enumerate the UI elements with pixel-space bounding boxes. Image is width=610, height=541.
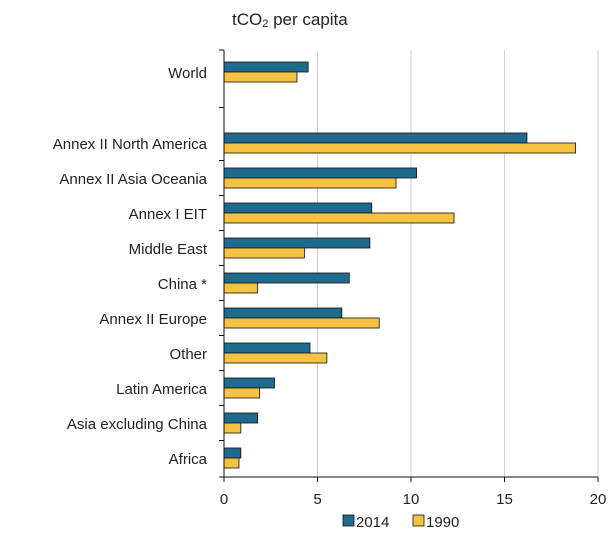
- category-label: Annex II North America: [53, 136, 208, 153]
- bar-2014: [223, 307, 343, 319]
- bar-2014: [223, 132, 528, 144]
- bar-1990: [223, 142, 576, 154]
- x-tick-label: 20: [590, 491, 607, 508]
- category-label: Annex II Asia Oceania: [59, 171, 207, 188]
- bar-2014: [223, 447, 242, 459]
- category-label: China *: [158, 276, 207, 293]
- bar-1990: [223, 282, 259, 294]
- legend-swatch: [412, 514, 425, 527]
- bar-1990: [223, 457, 240, 469]
- legend-label: 2014: [356, 514, 389, 531]
- bar-1990: [223, 422, 242, 434]
- x-tick-label: 10: [403, 491, 420, 508]
- bar-1990: [223, 177, 397, 189]
- category-label: Middle East: [129, 241, 208, 258]
- bar-2014: [223, 412, 259, 424]
- category-label: Annex I EIT: [129, 206, 207, 223]
- legend-swatch: [342, 514, 355, 527]
- category-label: Other: [169, 346, 207, 363]
- category-label: Asia excluding China: [67, 416, 208, 433]
- bar-2014: [223, 272, 350, 284]
- bar-1990: [223, 352, 328, 364]
- x-tick-label: 5: [313, 491, 321, 508]
- bar-1990: [223, 247, 305, 259]
- bar-1990: [223, 71, 298, 83]
- category-label: Africa: [169, 451, 208, 468]
- bar-2014: [223, 377, 275, 389]
- category-label: Annex II Europe: [99, 311, 207, 328]
- bar-1990: [223, 317, 380, 329]
- legend-label: 1990: [426, 514, 459, 531]
- category-label: Latin America: [116, 381, 208, 398]
- x-tick-label: 0: [220, 491, 228, 508]
- x-tick-label: 15: [496, 491, 513, 508]
- bar-2014: [223, 342, 311, 354]
- bar-2014: [223, 202, 373, 214]
- category-label: World: [168, 65, 207, 82]
- chart-title: tCO2 per capita: [232, 10, 348, 30]
- bar-1990: [223, 212, 455, 224]
- bar-2014: [223, 61, 309, 73]
- bar-2014: [223, 237, 371, 249]
- bar-2014: [223, 167, 418, 179]
- bar-1990: [223, 387, 260, 399]
